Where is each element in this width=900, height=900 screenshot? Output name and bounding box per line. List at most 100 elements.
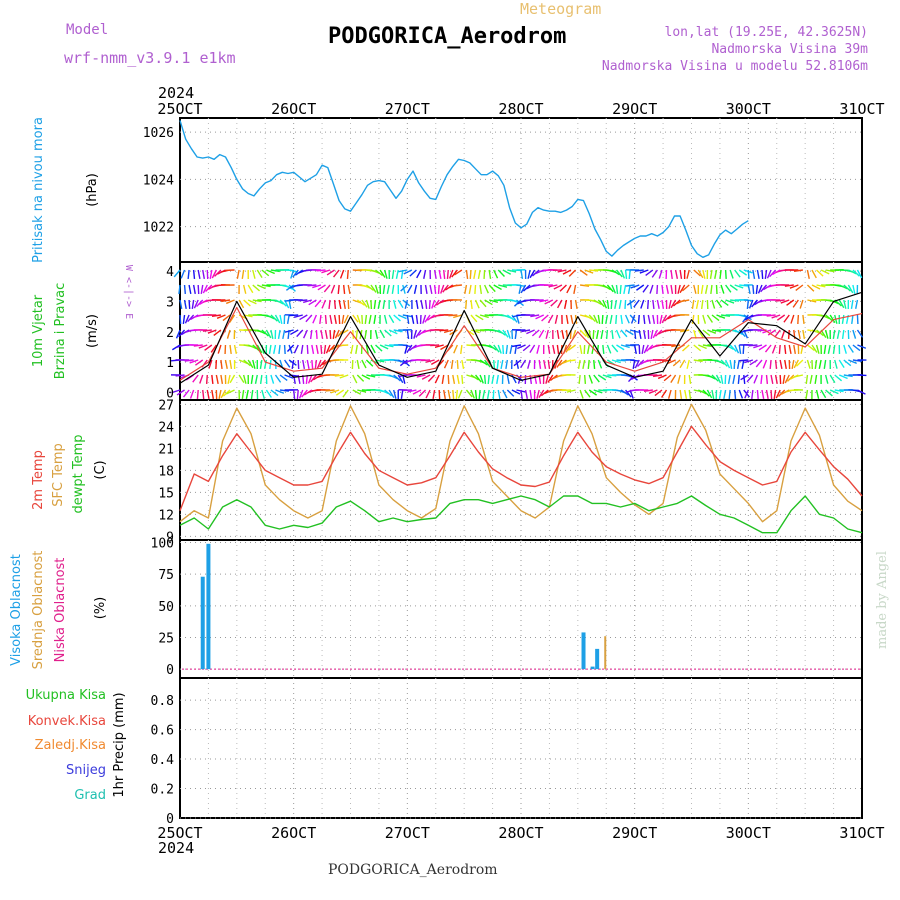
pressure-label: Pritisak na nivou mora xyxy=(31,117,46,263)
wind-barb xyxy=(370,284,377,293)
model-elevation-label: Nadmorska Visina u modelu 52.8106m xyxy=(602,59,868,74)
wind-barb xyxy=(406,284,413,294)
wind-barb xyxy=(680,299,690,303)
wind-barb xyxy=(226,389,235,395)
wind-barb xyxy=(179,299,183,309)
wind-barb xyxy=(739,284,749,287)
wind-barb xyxy=(173,269,181,278)
wind-barb xyxy=(308,299,317,306)
wind-barb xyxy=(719,269,722,280)
wind-barb xyxy=(229,344,232,355)
wind-barb xyxy=(386,284,390,294)
wind-barb xyxy=(743,374,746,385)
wind-barb xyxy=(670,284,674,294)
wind-barb xyxy=(328,344,336,353)
wind-barb xyxy=(188,299,191,310)
wind-barb xyxy=(270,314,278,322)
wind-barb xyxy=(290,269,295,279)
wind-barb xyxy=(432,389,436,399)
wind-barb xyxy=(541,314,549,322)
wind-barb xyxy=(207,329,217,334)
wind-barb xyxy=(284,374,294,379)
wind-barb xyxy=(250,389,254,400)
wind-barb xyxy=(733,389,737,400)
wind-barb xyxy=(196,299,204,308)
wind-barb xyxy=(329,314,333,324)
wind-barb xyxy=(527,269,531,279)
wind-barb xyxy=(720,314,731,317)
wind-barb xyxy=(222,314,231,322)
wind-barb xyxy=(373,314,377,324)
wind-barb xyxy=(629,299,633,310)
wind-barb xyxy=(211,314,222,317)
wind-barb xyxy=(211,269,217,279)
wind-barb xyxy=(424,299,428,310)
wind-barb xyxy=(320,329,324,339)
wind-barb xyxy=(407,389,417,393)
wind-barb xyxy=(265,389,272,398)
wind-barb xyxy=(543,359,547,369)
wind-barb xyxy=(446,269,449,280)
wind-barb xyxy=(691,299,695,310)
wind-barb xyxy=(277,329,281,339)
y-tick-label: 1022 xyxy=(143,221,174,236)
wind-barb xyxy=(465,299,468,310)
wind-barb xyxy=(293,314,303,318)
wind-barb xyxy=(686,359,690,369)
wind-barb xyxy=(175,329,181,339)
wind-barb xyxy=(766,314,776,317)
wind-barb xyxy=(416,374,426,378)
y-tick-label: 27 xyxy=(158,398,174,413)
wind-barb xyxy=(793,344,797,354)
y-tick-label: 0 xyxy=(166,663,174,678)
precip-unit: 1hr Precip (mm) xyxy=(112,692,127,797)
wind-barb xyxy=(679,359,686,369)
wind-barb xyxy=(556,344,560,355)
wind-barb xyxy=(247,359,254,369)
wind-barb xyxy=(663,374,672,382)
wind-barb xyxy=(591,344,595,354)
wind-barb xyxy=(302,299,313,304)
wind-barb xyxy=(502,269,512,275)
wind-barb xyxy=(275,389,285,394)
wind-barb xyxy=(514,344,518,354)
wind-barb xyxy=(795,359,804,367)
y-tick-label: 50 xyxy=(158,600,174,615)
wind-barb xyxy=(247,284,254,294)
wind-barb xyxy=(332,329,336,340)
wind-barb xyxy=(756,389,759,400)
wind-barb xyxy=(509,344,513,354)
wind-barb xyxy=(642,284,649,293)
wind-barb xyxy=(693,359,703,363)
wind-barb xyxy=(806,284,815,292)
wind-barb xyxy=(843,299,847,309)
wind-barb xyxy=(707,329,717,334)
wind-barb xyxy=(443,389,446,399)
wind-barb xyxy=(852,329,857,339)
wind-barb xyxy=(402,284,406,294)
wind-barb xyxy=(402,374,406,384)
wind-barb xyxy=(781,329,786,339)
wind-barb xyxy=(792,299,799,308)
wind-barb xyxy=(762,359,768,369)
wind-barb xyxy=(818,359,822,369)
x-tick-label-top: 31OCT xyxy=(839,100,884,118)
wind-barb xyxy=(323,284,331,293)
wind-barb xyxy=(393,389,397,399)
wind-barb xyxy=(337,329,345,338)
wind-barb xyxy=(695,299,700,309)
wind-barb xyxy=(506,389,515,397)
wind-barb xyxy=(770,389,773,400)
wind-barb xyxy=(683,389,688,399)
wind-barb xyxy=(346,269,349,280)
wind-barb xyxy=(661,284,664,295)
wind-barb xyxy=(289,314,299,317)
y-tick-label: 9 xyxy=(166,530,174,545)
x-tick-label-bottom: 27OCT xyxy=(385,824,430,842)
wind-barb xyxy=(215,359,218,370)
wind-barb xyxy=(404,299,409,309)
wind-barb xyxy=(738,344,742,355)
wind-barb xyxy=(634,359,640,369)
wind-barb xyxy=(364,329,368,339)
wind-barb xyxy=(620,329,628,338)
